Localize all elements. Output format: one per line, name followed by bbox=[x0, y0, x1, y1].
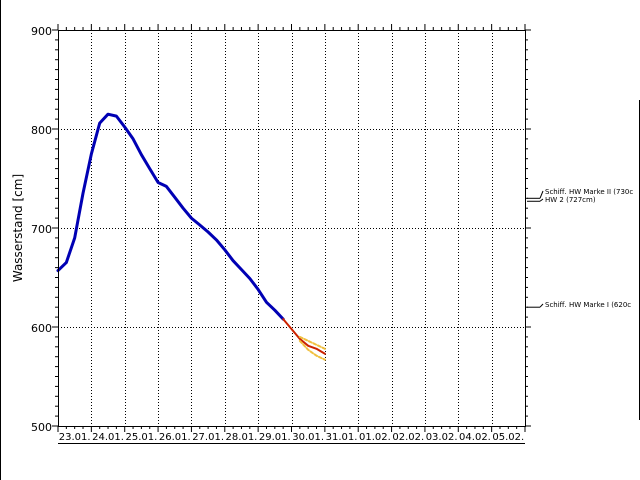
x-date-label: 29.01. bbox=[259, 432, 291, 443]
x-date-label: 31.01. bbox=[326, 432, 358, 443]
y-tick-label: 500 bbox=[31, 421, 52, 434]
y-tick-label: 700 bbox=[31, 223, 52, 236]
x-date-label: 30.01. bbox=[292, 432, 324, 443]
axes: 500 600 700 800 900 bbox=[31, 24, 531, 434]
x-date-label: 04.02. bbox=[459, 432, 491, 443]
x-date-label: 05.02. bbox=[492, 432, 524, 443]
y-axis-title: Wasserstand [cm] bbox=[11, 174, 25, 282]
series-line-forecast-range-lower bbox=[298, 339, 326, 361]
reference-leader bbox=[539, 190, 544, 199]
data-series bbox=[56, 112, 326, 361]
grid-lines bbox=[58, 30, 525, 426]
x-date-label: 27.01. bbox=[192, 432, 224, 443]
x-date-label: 28.01. bbox=[226, 432, 258, 443]
y-tick-label: 800 bbox=[31, 124, 52, 137]
y-tick-label: 600 bbox=[31, 322, 52, 335]
x-date-label: 01.02. bbox=[359, 432, 391, 443]
reference-leader bbox=[539, 198, 544, 202]
series-line-forecast-range-upper bbox=[298, 335, 326, 350]
x-date-label: 24.01. bbox=[92, 432, 124, 443]
reference-label: Schiff. HW Marke II (730c bbox=[545, 188, 633, 196]
y-tick-label: 900 bbox=[31, 25, 52, 38]
date-axis-strip: 23.01. 24.01. 25.01. 26.01. 27.01. 28.01. 29.0… bbox=[58, 432, 525, 444]
x-date-label: 26.01. bbox=[159, 432, 191, 443]
series-line-observed bbox=[56, 112, 285, 321]
reference-label: Schiff. HW Marke I (620c bbox=[545, 301, 631, 309]
x-date-label: 25.01. bbox=[125, 432, 157, 443]
series-line-forecast bbox=[282, 318, 326, 355]
x-date-label: 02.02. bbox=[392, 432, 424, 443]
x-date-label: 23.01. bbox=[59, 432, 91, 443]
x-date-label: 03.02. bbox=[426, 432, 458, 443]
reference-leader bbox=[539, 303, 544, 308]
reference-label: HW 2 (727cm) bbox=[545, 196, 596, 204]
